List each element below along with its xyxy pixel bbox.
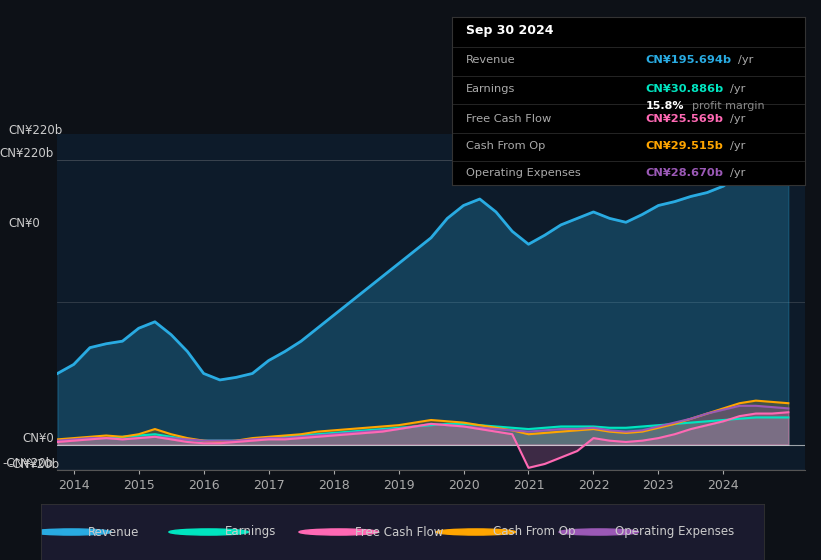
Text: Cash From Op: Cash From Op [466, 141, 545, 151]
Text: CN¥220b: CN¥220b [0, 147, 53, 160]
Text: /yr: /yr [731, 84, 745, 94]
Text: CN¥220b: CN¥220b [8, 124, 62, 137]
Text: CN¥195.694b: CN¥195.694b [646, 55, 732, 66]
Text: CN¥30.886b: CN¥30.886b [646, 84, 724, 94]
Text: -CN¥20b: -CN¥20b [8, 458, 59, 470]
Text: Cash From Op: Cash From Op [493, 525, 575, 539]
Text: Revenue: Revenue [88, 525, 140, 539]
Text: CN¥29.515b: CN¥29.515b [646, 141, 723, 151]
Text: Operating Expenses: Operating Expenses [616, 525, 735, 539]
Text: /yr: /yr [731, 141, 745, 151]
Text: Free Cash Flow: Free Cash Flow [355, 525, 443, 539]
Text: /yr: /yr [731, 114, 745, 124]
Text: 15.8%: 15.8% [646, 101, 684, 111]
Text: CN¥0: CN¥0 [8, 217, 40, 230]
Text: CN¥0: CN¥0 [22, 432, 53, 445]
Text: Operating Expenses: Operating Expenses [466, 168, 580, 178]
Circle shape [32, 529, 111, 535]
Circle shape [299, 529, 378, 535]
Text: profit margin: profit margin [691, 101, 764, 111]
Text: /yr: /yr [738, 55, 754, 66]
Circle shape [559, 529, 639, 535]
Text: Sep 30 2024: Sep 30 2024 [466, 24, 553, 37]
Circle shape [436, 529, 516, 535]
Text: CN¥25.569b: CN¥25.569b [646, 114, 724, 124]
Circle shape [169, 529, 249, 535]
Text: Revenue: Revenue [466, 55, 516, 66]
Text: /yr: /yr [731, 168, 745, 178]
Text: Earnings: Earnings [225, 525, 277, 539]
Text: -CN¥20b: -CN¥20b [2, 458, 53, 470]
Text: Free Cash Flow: Free Cash Flow [466, 114, 551, 124]
Text: CN¥28.670b: CN¥28.670b [646, 168, 724, 178]
Text: Earnings: Earnings [466, 84, 515, 94]
